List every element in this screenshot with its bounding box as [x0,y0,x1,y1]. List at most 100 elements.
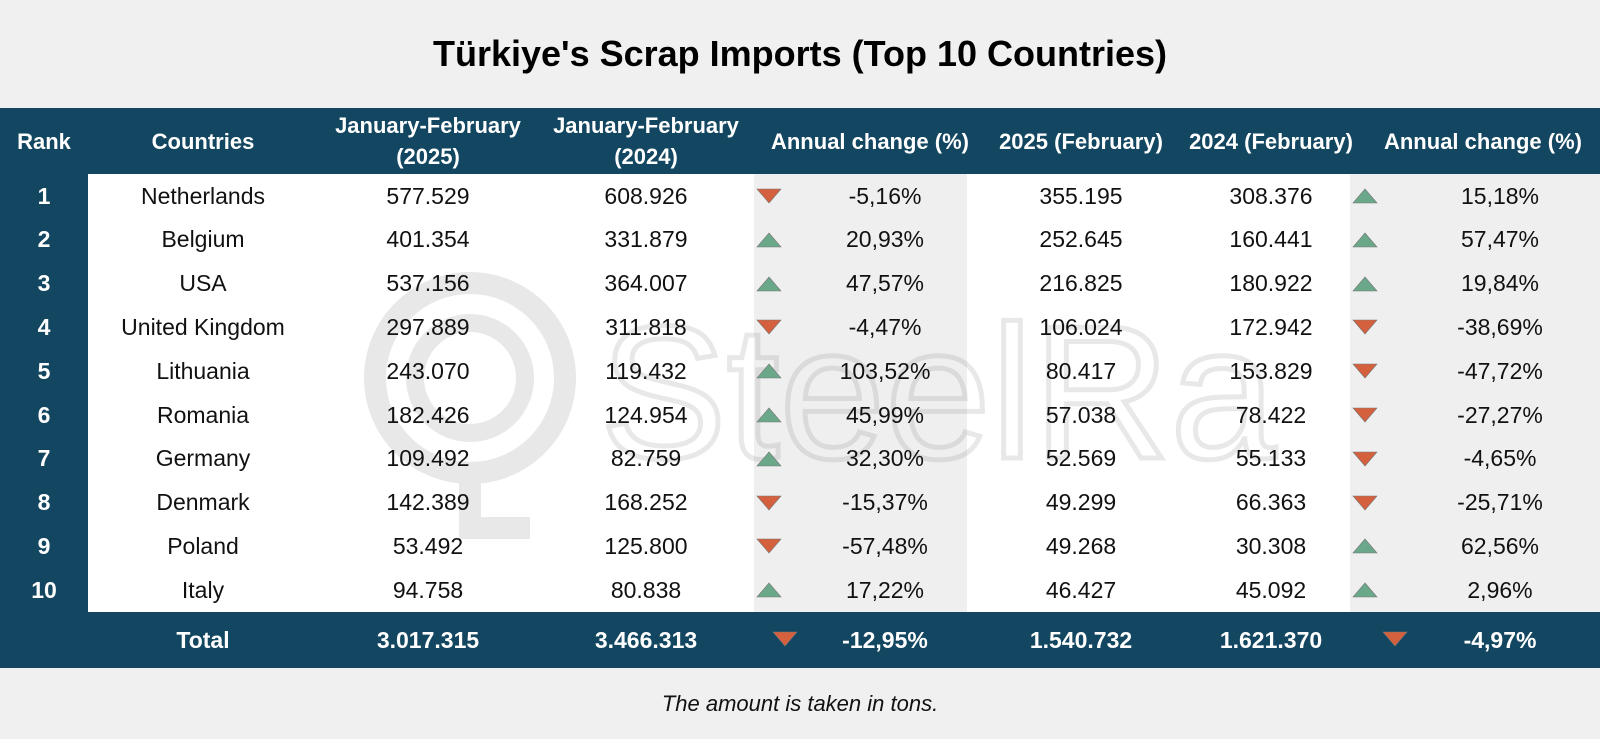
country-cell: Germany [155,445,251,472]
down-arrow-icon [1352,407,1378,423]
country-cell: USA [179,270,227,297]
table-row: 7 Germany 109.492 82.759 32,30% 52.569 55.133 -… [0,437,1600,481]
jf-change-cell: -15,37% [842,489,928,516]
jf2024-cell: 82.759 [610,445,682,472]
table-row: 1 Netherlands 577.529 608.926 -5,16% 355.195 3… [0,174,1600,218]
header-annual-change-feb: Annual change (%) [1383,128,1582,154]
country-cell: Poland [167,532,239,559]
up-arrow-icon [756,276,782,292]
rank-cell: 1 [37,182,51,209]
jf-change-cell: 32,30% [845,445,924,472]
jf2024-cell: 168.252 [604,489,688,516]
jf2025-cell: 53.492 [392,532,464,559]
feb2024-cell: 172.942 [1229,313,1313,340]
up-arrow-icon [1352,188,1378,204]
jf2025-cell: 537.156 [386,270,470,297]
feb2024-cell: 78.422 [1235,401,1307,428]
table-row: 9 Poland 53.492 125.800 -57,48% 49.268 30.308 6… [0,524,1600,568]
feb2025-cell: 216.825 [1039,270,1123,297]
jf-change-cell: 103,52% [839,357,931,384]
feb2025-cell: 252.645 [1039,226,1123,253]
rank-cell: 2 [37,226,51,253]
total-feb-change: -4,97% [1463,626,1537,653]
feb2025-cell: 57.038 [1045,401,1117,428]
up-arrow-icon [1352,582,1378,598]
rank-cell: 5 [37,357,51,384]
up-arrow-icon [1352,232,1378,248]
header-annual-change-jf: Annual change (%) [770,128,969,154]
feb2024-cell: 153.829 [1229,357,1313,384]
feb2024-cell: 180.922 [1229,270,1313,297]
header-jf2024: January-February (2024) [538,108,754,174]
jf-change-cell: -57,48% [842,532,928,559]
jf2025-cell: 401.354 [386,226,470,253]
feb-change-cell: 62,56% [1460,532,1539,559]
down-arrow-icon [1352,451,1378,467]
feb2024-cell: 308.376 [1229,182,1313,209]
page-title: Türkiye's Scrap Imports (Top 10 Countrie… [432,33,1168,74]
up-arrow-icon [756,407,782,423]
header-jf2024-line1: January-February [553,113,739,138]
jf-change-cell: 45,99% [845,401,924,428]
feb-change-cell: -38,69% [1457,313,1543,340]
total-feb-change-arrow-icon [1382,631,1408,647]
jf2024-cell: 125.800 [604,532,688,559]
rank-cell: 9 [37,532,51,559]
feb2025-cell: 52.569 [1045,445,1117,472]
total-feb2025: 1.540.732 [1029,626,1133,653]
total-jf-change: -12,95% [842,626,928,653]
feb-change-cell: 57,47% [1460,226,1539,253]
up-arrow-icon [1352,276,1378,292]
table-row: 5 Lithuania 243.070 119.432 103,52% 80.417 153… [0,349,1600,393]
country-cell: Belgium [161,226,245,253]
country-cell: Romania [156,401,250,428]
header-jf2025-line2: (2025) [396,144,460,169]
feb2025-cell: 46.427 [1045,576,1117,603]
jf2025-cell: 577.529 [386,182,470,209]
shaded-column-jf-change [754,174,967,612]
country-cell: United Kingdom [121,313,285,340]
feb2025-cell: 49.268 [1045,532,1117,559]
rank-cell: 6 [37,401,51,428]
table-row: 10 Italy 94.758 80.838 17,22% 46.427 45.092 2,9… [0,568,1600,612]
feb2025-cell: 49.299 [1045,489,1117,516]
country-cell: Lithuania [156,357,250,384]
up-arrow-icon [756,232,782,248]
svg-text:SteelRadar: SteelRadar [600,287,1280,499]
country-cell: Italy [181,576,225,603]
feb-change-cell: -27,27% [1457,401,1543,428]
total-feb2024: 1.621.370 [1219,626,1323,653]
jf-change-cell: -5,16% [848,182,922,209]
feb2025-cell: 80.417 [1045,357,1117,384]
table-row: 8 Denmark 142.389 168.252 -15,37% 49.299 66.36… [0,481,1600,525]
steelradar-watermark-logo: SteelRadar [364,272,1280,539]
header-countries: Countries [151,128,255,154]
header-jf2025-line1: January-February [335,113,521,138]
country-cell: Netherlands [140,182,266,209]
up-arrow-icon [756,363,782,379]
down-arrow-icon [756,319,782,335]
jf2025-cell: 243.070 [386,357,470,384]
jf2025-cell: 109.492 [386,445,470,472]
table-row: 4 United Kingdom 297.889 311.818 -4,47% 106.0… [0,305,1600,349]
jf2025-cell: 94.758 [392,576,464,603]
header-rank: Rank [17,128,71,154]
down-arrow-icon [756,495,782,511]
jf2024-cell: 331.879 [604,226,688,253]
feb-change-cell: 15,18% [1460,182,1539,209]
feb2024-cell: 160.441 [1229,226,1313,253]
jf2024-cell: 608.926 [604,182,688,209]
rank-cell: 4 [37,313,51,340]
jf2024-cell: 124.954 [604,401,688,428]
down-arrow-icon [756,538,782,554]
down-arrow-icon [1352,319,1378,335]
jf2025-cell: 142.389 [386,489,470,516]
header-feb2025: 2025 (February) [999,128,1163,154]
feb2024-cell: 66.363 [1235,489,1307,516]
country-cell: Denmark [156,489,250,516]
feb2024-cell: 30.308 [1235,532,1307,559]
header-jf2024-line2: (2024) [614,144,678,169]
jf2024-cell: 311.818 [605,313,687,340]
jf2024-cell: 119.432 [605,357,687,384]
table-row: 3 USA 537.156 364.007 47,57% 216.825 180.922 19… [0,262,1600,306]
